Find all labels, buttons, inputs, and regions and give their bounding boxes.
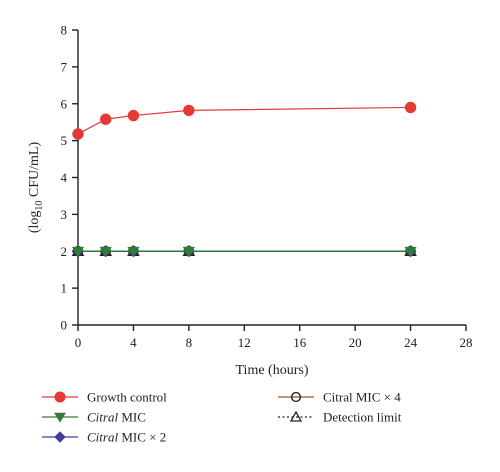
x-tick-label: 16 [293, 335, 307, 350]
y-tick-label: 6 [61, 96, 68, 111]
y-tick-label: 7 [61, 59, 68, 74]
y-tick-label: 3 [61, 207, 68, 222]
data-point [100, 113, 112, 125]
legend-marker [54, 391, 66, 403]
legend-item: Citral MIC × 2 [42, 430, 166, 445]
legend-marker [54, 412, 66, 423]
legend-marker [54, 431, 66, 443]
y-tick-label: 1 [61, 281, 68, 296]
series-line [77, 106, 411, 135]
data-point [127, 109, 140, 122]
data-point [127, 246, 140, 258]
legend-item: Growth control [42, 390, 167, 405]
x-tick-label: 12 [238, 335, 251, 350]
legend-marker [290, 391, 302, 403]
legend-item: Citral MIC [42, 410, 146, 425]
data-point [99, 246, 112, 258]
y-tick-label: 0 [61, 318, 68, 333]
data-point [71, 246, 85, 258]
x-tick-label: 20 [349, 335, 362, 350]
legend-label: Citral MIC × 2 [87, 430, 166, 445]
y-tick-label: 8 [61, 23, 68, 38]
legend-label: Detection limit [323, 410, 402, 425]
legend-item: Detection limit [278, 410, 402, 425]
x-tick-label: 8 [186, 335, 193, 350]
x-tick-label: 24 [404, 335, 418, 350]
data-point [404, 246, 417, 258]
data-point [182, 246, 195, 258]
series-growth-control [72, 101, 417, 140]
legend-marker [289, 410, 303, 422]
x-tick-label: 4 [130, 335, 137, 350]
x-tick-label: 0 [75, 335, 82, 350]
data-point [72, 128, 84, 140]
series-citral-mic [71, 246, 417, 258]
x-axis-title: Time (hours) [236, 363, 309, 378]
legend-label: Growth control [87, 390, 167, 405]
data-point [183, 104, 195, 117]
legend-label: Citral MIC [87, 410, 146, 425]
x-tick-label: 28 [460, 335, 473, 350]
legend-item: Citral MIC × 4 [278, 390, 401, 405]
y-tick-label: 2 [61, 244, 68, 259]
series-layer [71, 101, 417, 258]
data-point [404, 101, 417, 114]
y-axis-title: (log10 CFU/mL) [27, 142, 45, 234]
y-tick-label: 4 [61, 170, 68, 185]
legend-label: Citral MIC × 4 [323, 390, 401, 405]
y-tick-label: 5 [61, 133, 68, 148]
legend: Growth control Citral MIC Citral MIC × 2 Ci… [42, 390, 402, 445]
